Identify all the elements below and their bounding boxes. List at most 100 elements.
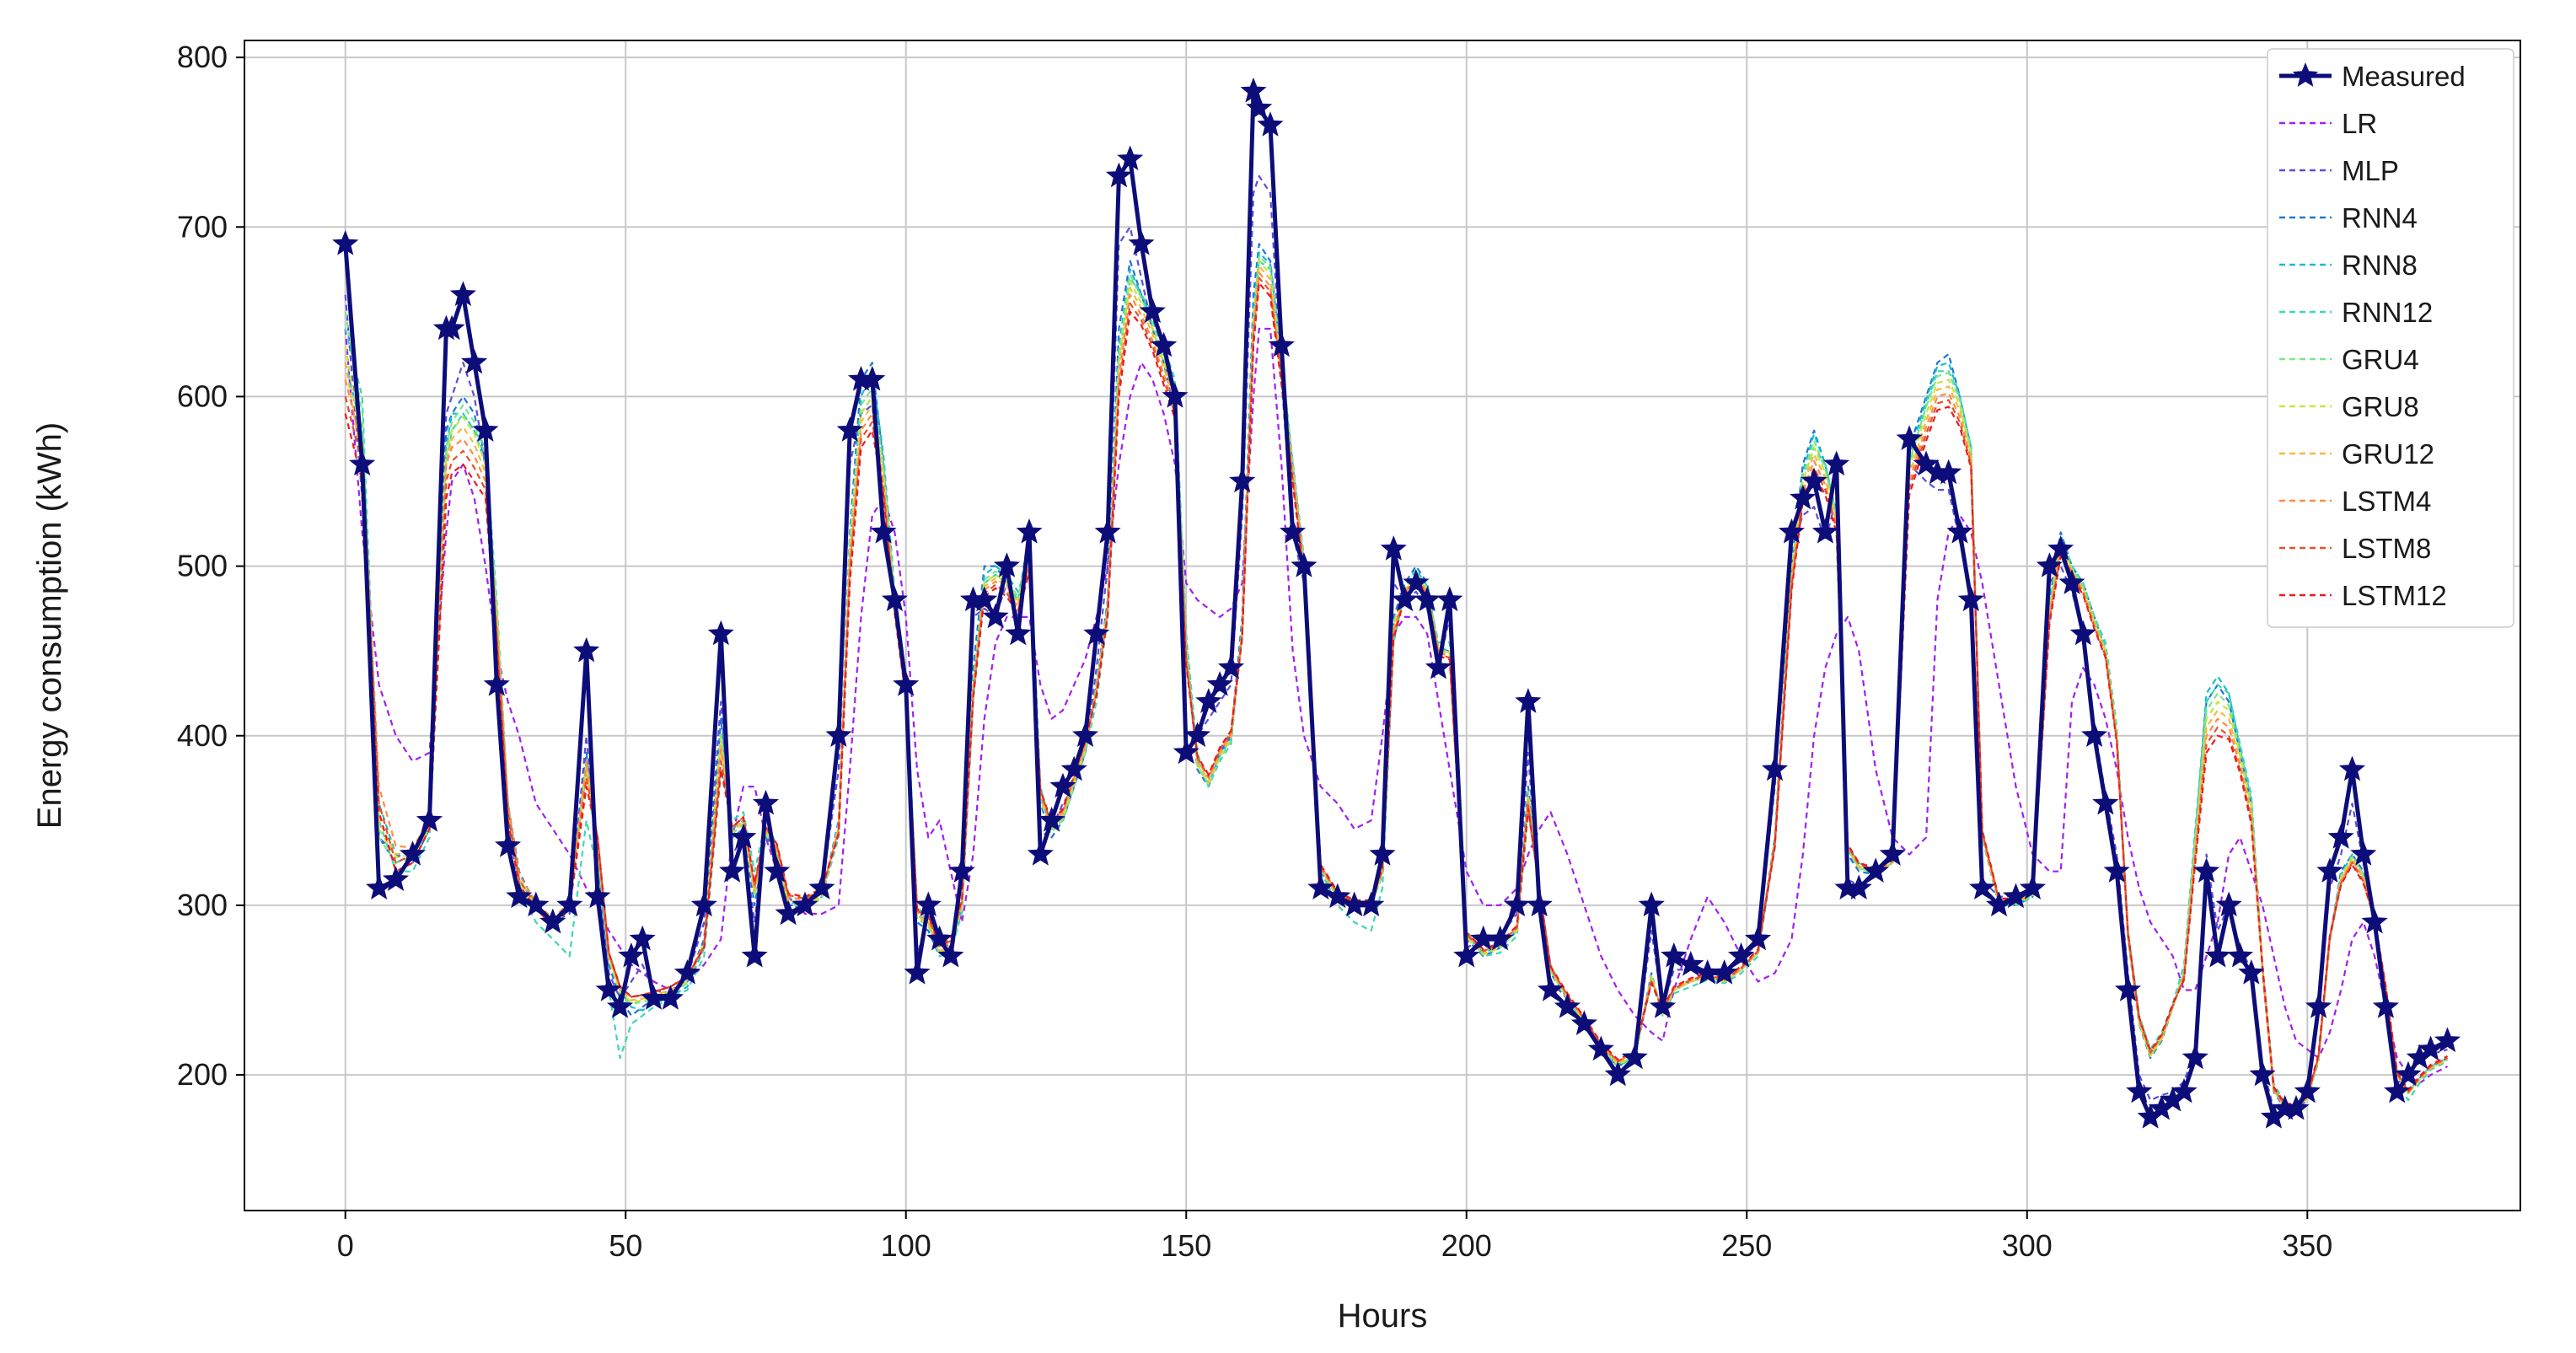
data-point-measured [438,314,465,341]
x-tick-label: 350 [2282,1228,2332,1263]
x-axis-title: Hours [1338,1297,1428,1334]
data-point-measured [2126,1077,2153,1103]
data-point-measured [752,789,780,815]
series-lr [344,327,2448,1085]
data-point-measured [2361,908,2388,934]
plot-frame [244,40,2521,1211]
data-point-measured [1862,857,1889,883]
x-tick-label: 150 [1161,1228,1211,1263]
y-tick-label: 400 [177,718,228,753]
data-point-measured [1968,874,1996,900]
data-point-measured [1896,425,1923,451]
legend-label: GRU4 [2342,344,2419,375]
legend-label: Measured [2342,61,2466,92]
legend-item-measured: Measured [2279,61,2466,92]
data-point-measured [1845,874,1872,900]
data-point-measured [718,857,746,883]
data-point-measured [399,840,427,866]
legend-label: LSTM8 [2342,533,2431,564]
data-point-measured [556,891,583,917]
legend-item-gru8: GRU8 [2279,391,2419,422]
data-point-measured [1638,891,1665,917]
data-point-measured [1072,722,1099,748]
data-point-measured [690,891,717,917]
data-point-measured [926,925,953,951]
data-point-measured [1425,653,1452,679]
data-point-measured [808,874,835,900]
series-line-lr [344,327,2448,1085]
data-point-measured [539,908,566,934]
data-point-measured [1745,925,1772,951]
legend-label: RNN8 [2342,250,2418,281]
data-point-measured [1487,925,1514,951]
series-measured [332,77,2461,1129]
y-tick-label: 300 [177,888,228,922]
legend-item-gru4: GRU4 [2279,344,2419,375]
data-point-measured [2069,620,2096,646]
data-point-measured [1537,976,1564,1001]
data-point-measured [483,671,510,696]
data-point-measured [1117,145,1144,171]
data-point-measured [657,985,684,1010]
data-point-measured [1403,569,1430,594]
legend: Measured LR MLP RNN4 RNN8 RNN12 GRU4 GRU8 GRU12 L… [2267,48,2514,628]
data-point-measured [1515,688,1542,713]
data-point-measured [2338,755,2366,781]
data-point-measured [461,348,488,374]
data-point-measured [332,230,359,255]
legend-label: MLP [2342,155,2399,186]
data-point-measured [1162,383,1189,408]
data-point-measured [606,993,634,1018]
data-point-measured [1324,883,1351,909]
data-point-measured [2434,1027,2461,1053]
data-point-measured [449,281,476,307]
data-point-measured [2036,552,2063,577]
data-point-measured [1677,950,1704,976]
data-point-measured [1823,450,1850,476]
x-tick-label: 0 [337,1228,354,1263]
data-point-measured [1240,77,1267,103]
legend-item-rnn4: RNN4 [2279,202,2418,234]
data-point-measured [1946,518,1973,544]
legend-label: RNN12 [2342,297,2433,328]
data-point-measured [1621,1044,1648,1070]
data-point-measured [1151,331,1178,357]
data-point-measured [1139,298,1166,324]
data-point-measured [2283,1094,2310,1120]
data-point-measured [1554,993,1581,1018]
grid [244,40,2520,1211]
data-point-measured [2350,840,2377,866]
data-point-measured [1173,738,1199,765]
data-point-measured [1027,840,1054,866]
data-point-measured [775,899,802,926]
data-point-measured [523,891,550,917]
data-point-measured [1229,467,1256,493]
data-point-measured [674,959,700,985]
legend-item-mlp: MLP [2279,155,2399,186]
data-point-measured [1503,891,1531,917]
data-point-measured [1246,94,1273,120]
data-point-measured [2092,789,2119,815]
data-point-measured [1128,230,1155,255]
y-tick-label: 600 [177,379,228,413]
data-point-measured [836,416,863,442]
data-point-measured [416,806,443,832]
x-tick-label: 250 [1721,1228,1772,1263]
y-tick-label: 700 [177,209,228,244]
data-point-measured [2002,883,2029,909]
data-point-measured [1587,1035,1614,1061]
data-point-measured [915,891,942,917]
data-point-measured [1307,874,1334,900]
data-point-measured [506,883,533,909]
data-point-measured [2238,959,2265,985]
x-tick-label: 300 [2002,1228,2053,1263]
data-point-measured [2316,857,2343,883]
data-point-measured [870,518,897,544]
data-point-measured [707,620,734,646]
data-point-measured [1195,688,1222,713]
data-point-measured [2114,976,2141,1001]
legend-item-rnn12: RNN12 [2279,297,2433,328]
data-point-measured [2204,942,2231,968]
data-point-measured [1016,518,1043,544]
data-point-measured [2171,1077,2198,1103]
